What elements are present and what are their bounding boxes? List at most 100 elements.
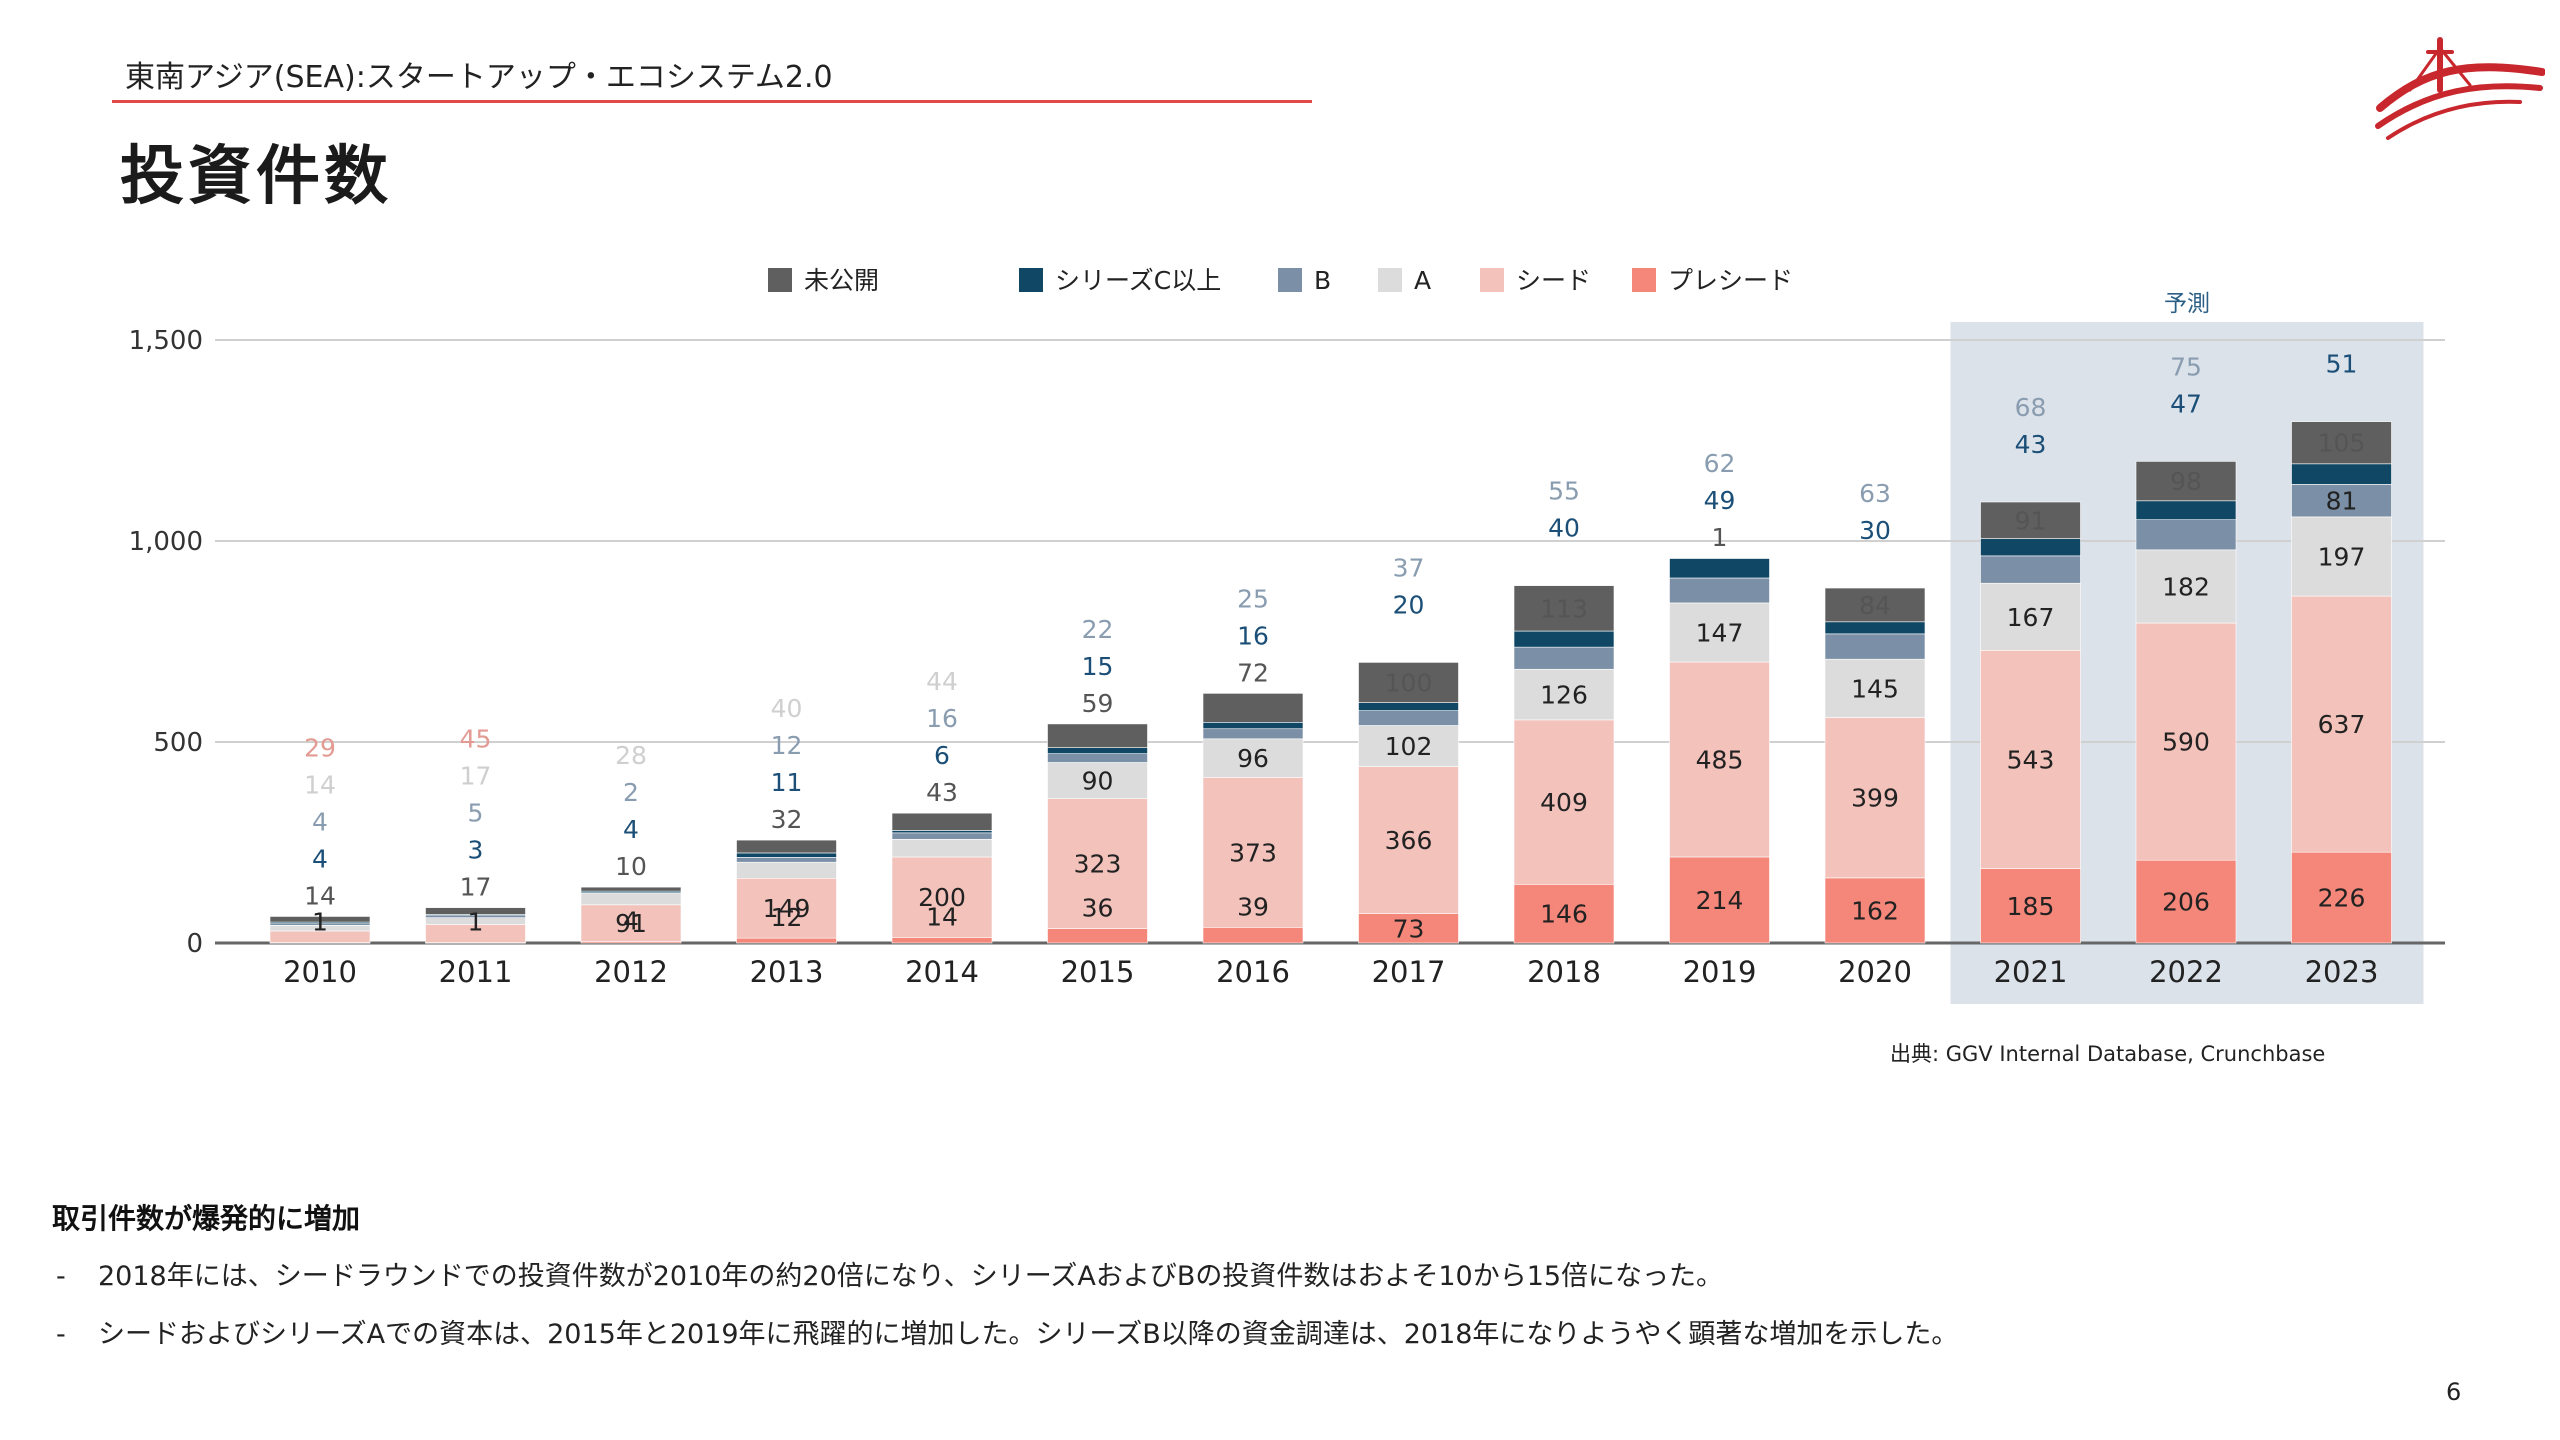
legend-label: B bbox=[1314, 266, 1331, 295]
bar-segment bbox=[1202, 738, 1304, 778]
data-label: 73 bbox=[1393, 914, 1425, 943]
data-label: 14 bbox=[304, 881, 336, 910]
bar-segment bbox=[1824, 877, 1926, 944]
data-label: 543 bbox=[2007, 745, 2055, 774]
legend-swatch bbox=[1019, 268, 1043, 292]
bar-segment bbox=[891, 830, 993, 834]
bar-segment bbox=[1202, 728, 1304, 740]
y-tick-label: 500 bbox=[153, 728, 203, 758]
legend-label: シリーズC以上 bbox=[1055, 266, 1221, 295]
bar-segment bbox=[1980, 582, 2081, 651]
data-label: 68 bbox=[2015, 393, 2047, 422]
data-label: 4 bbox=[312, 844, 328, 873]
bar-segment bbox=[1047, 753, 1148, 763]
data-label: 30 bbox=[1859, 516, 1891, 545]
bar-segment bbox=[1824, 633, 1926, 660]
y-tick-label: 0 bbox=[186, 929, 203, 959]
summary-bullet: - 2018年には、シードラウンドでの投資件数が2010年の約20倍になり、シリー… bbox=[56, 1254, 1723, 1293]
bar-segment bbox=[1824, 621, 1926, 635]
y-tick-label: 1,500 bbox=[129, 326, 203, 356]
data-label: 14 bbox=[304, 770, 336, 799]
x-tick-label: 2016 bbox=[1216, 955, 1290, 989]
bar-segment bbox=[269, 916, 371, 923]
data-label: 29 bbox=[304, 733, 336, 762]
data-label: 40 bbox=[1548, 514, 1580, 543]
bar-segment bbox=[1358, 913, 1459, 944]
legend-swatch bbox=[1480, 268, 1504, 292]
data-label: 51 bbox=[2326, 350, 2358, 379]
data-label: 91 bbox=[615, 909, 647, 938]
data-label: 590 bbox=[2162, 728, 2210, 757]
x-tick-label: 2021 bbox=[1994, 955, 2068, 989]
bar-segment bbox=[1980, 555, 2081, 584]
data-label: 25 bbox=[1237, 584, 1269, 613]
source-note: 出典: GGV Internal Database, Crunchbase bbox=[1890, 1042, 2326, 1066]
data-label: 200 bbox=[918, 883, 966, 912]
data-label: 17 bbox=[460, 873, 492, 902]
data-label: 4 bbox=[312, 807, 328, 836]
bar-segment bbox=[2135, 461, 2237, 502]
data-label: 16 bbox=[926, 704, 958, 733]
data-label: 40 bbox=[771, 694, 803, 723]
bar-segment bbox=[1980, 650, 2081, 869]
data-label: 37 bbox=[1393, 553, 1425, 582]
bar-segment bbox=[891, 838, 993, 858]
data-label: 105 bbox=[2318, 429, 2366, 458]
x-tick-label: 2018 bbox=[1527, 955, 1601, 989]
legend-swatch bbox=[1632, 268, 1656, 292]
bar-segment bbox=[1202, 722, 1304, 730]
data-label: 49 bbox=[1704, 486, 1736, 515]
legend-label: プレシード bbox=[1668, 266, 1793, 295]
bar-segment bbox=[2291, 516, 2392, 597]
data-label: 485 bbox=[1696, 745, 1744, 774]
y-tick-label: 1,000 bbox=[129, 527, 203, 557]
legend-label: シード bbox=[1516, 266, 1591, 295]
data-label: 126 bbox=[1540, 681, 1588, 710]
data-label: 1 bbox=[1712, 523, 1728, 552]
legend-label: A bbox=[1414, 266, 1431, 295]
data-label: 43 bbox=[926, 778, 958, 807]
bullet-marker: - bbox=[56, 1261, 66, 1292]
bar-segment bbox=[1047, 762, 1148, 799]
header-divider bbox=[112, 100, 1312, 103]
bar-segment bbox=[736, 852, 837, 858]
x-tick-label: 2023 bbox=[2305, 955, 2379, 989]
legend-swatch bbox=[768, 268, 792, 292]
data-label: 4 bbox=[623, 906, 639, 935]
data-label: 11 bbox=[771, 768, 803, 797]
data-label: 55 bbox=[1548, 477, 1580, 506]
data-label: 147 bbox=[1696, 618, 1744, 647]
bar-segment bbox=[1358, 725, 1459, 767]
bar-segment bbox=[2291, 484, 2392, 518]
data-label: 15 bbox=[1082, 652, 1114, 681]
bar-segment bbox=[891, 856, 993, 938]
forecast-label: 予測 bbox=[2164, 291, 2210, 317]
data-label: 81 bbox=[2326, 487, 2358, 516]
bar-segment bbox=[891, 812, 993, 831]
bar-segment bbox=[2291, 421, 2392, 465]
x-tick-label: 2014 bbox=[905, 955, 979, 989]
bar-segment bbox=[2135, 549, 2237, 624]
bar-segment bbox=[736, 937, 837, 944]
legend-swatch bbox=[1278, 268, 1302, 292]
bar-segment bbox=[891, 832, 993, 840]
bar-segment bbox=[736, 877, 837, 939]
bar-segment bbox=[1513, 884, 1615, 944]
bar-segment bbox=[2291, 595, 2392, 853]
data-label: 12 bbox=[771, 731, 803, 760]
bar-segment bbox=[1047, 723, 1148, 748]
data-label: 39 bbox=[1237, 892, 1269, 921]
x-tick-label: 2013 bbox=[750, 955, 824, 989]
bar-segment bbox=[891, 937, 993, 944]
data-label: 100 bbox=[1385, 669, 1433, 698]
x-tick-label: 2010 bbox=[283, 955, 357, 989]
bar-segment bbox=[1358, 766, 1459, 914]
bar-segment bbox=[1358, 662, 1459, 703]
data-label: 3 bbox=[468, 836, 484, 865]
bar-segment bbox=[1202, 693, 1304, 723]
slide-subtitle: 東南アジア(SEA):スタートアップ・エコシステム2.0 bbox=[125, 60, 833, 95]
data-label: 45 bbox=[460, 725, 492, 754]
data-label: 43 bbox=[2015, 430, 2047, 459]
data-label: 206 bbox=[2162, 888, 2210, 917]
bullet-text: シードおよびシリーズAでの資本は、2015年と2019年に飛躍的に増加した。シリ… bbox=[98, 1319, 1959, 1350]
